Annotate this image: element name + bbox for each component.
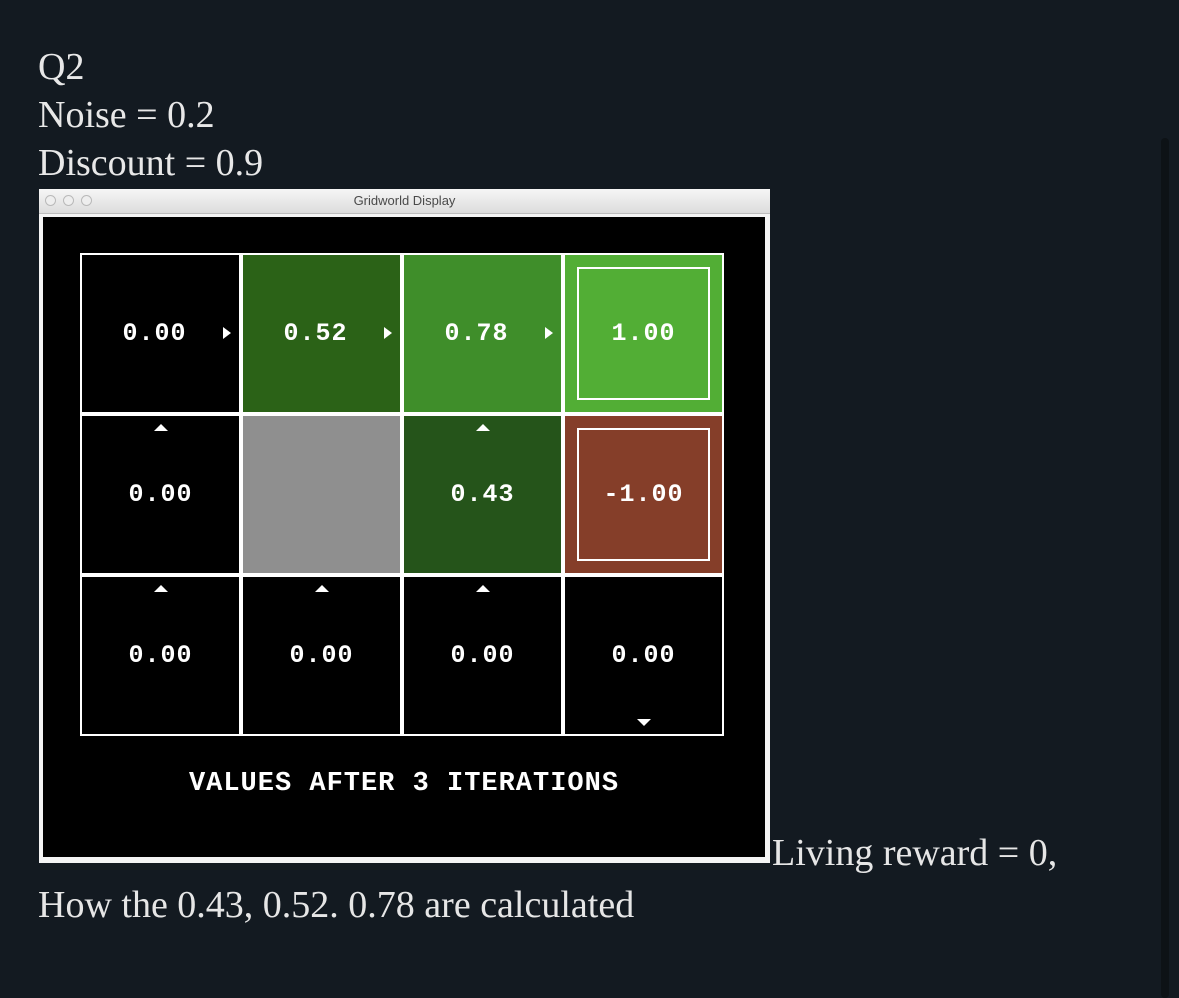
noise-text: Noise = 0.2 [38,94,215,136]
cell-value: 0.78 [444,319,509,348]
living-reward-text: Living reward = 0, [772,832,1058,874]
cell-value: 0.00 [611,641,676,670]
minimize-window-button[interactable] [63,195,74,206]
grid-cell: 0.00 [563,575,724,736]
grid-cell: 0.00 [80,414,241,575]
discount-text: Discount = 0.9 [38,142,264,184]
question-text: How the 0.43, 0.52. 0.78 are calculated [38,884,635,926]
cell-value: -1.00 [603,480,684,509]
grid-cell: 0.43 [402,414,563,575]
terminal-marker [577,267,710,400]
arrow-right-icon [545,327,553,339]
iterations-caption: VALUES AFTER 3 ITERATIONS [188,769,620,799]
arrow-up-icon [315,585,329,592]
gridworld-window: Gridworld Display 0.00 0.52 0.78 1.00 0.00 0.… [39,189,770,863]
arrow-up-icon [154,585,168,592]
cell-value: 0.00 [122,319,187,348]
arrow-up-icon [476,585,490,592]
grid-cell [241,414,402,575]
zoom-window-button[interactable] [81,195,92,206]
arrow-down-icon [637,719,651,726]
arrow-right-icon [223,327,231,339]
grid-cell: 0.00 [402,575,563,736]
page-scrollbar[interactable] [1161,138,1169,998]
arrow-right-icon [384,327,392,339]
window-title: Gridworld Display [353,193,456,208]
cell-value: 1.00 [611,319,676,348]
question-label: Q2 [38,46,85,88]
cell-value [243,416,400,573]
grid-cell: 0.00 [80,575,241,736]
grid-cell: 0.00 [241,575,402,736]
window-titlebar[interactable]: Gridworld Display [39,189,770,214]
cell-value: 0.00 [128,480,193,509]
cell-value: 0.43 [450,480,515,509]
close-window-button[interactable] [45,195,56,206]
cell-value: 0.52 [283,319,348,348]
arrow-up-icon [476,424,490,431]
cell-value: 0.00 [289,641,354,670]
grid-cell: -1.00 [563,414,724,575]
arrow-up-icon [154,424,168,431]
grid-cell: 0.78 [402,253,563,414]
grid-cell: 1.00 [563,253,724,414]
gridworld-canvas: 0.00 0.52 0.78 1.00 0.00 0.43 -1.00 0.00 0.00 0.0… [43,217,765,857]
terminal-marker [577,428,710,561]
grid-cell: 0.00 [80,253,241,414]
grid-cell: 0.52 [241,253,402,414]
cell-value: 0.00 [450,641,515,670]
cell-value: 0.00 [128,641,193,670]
